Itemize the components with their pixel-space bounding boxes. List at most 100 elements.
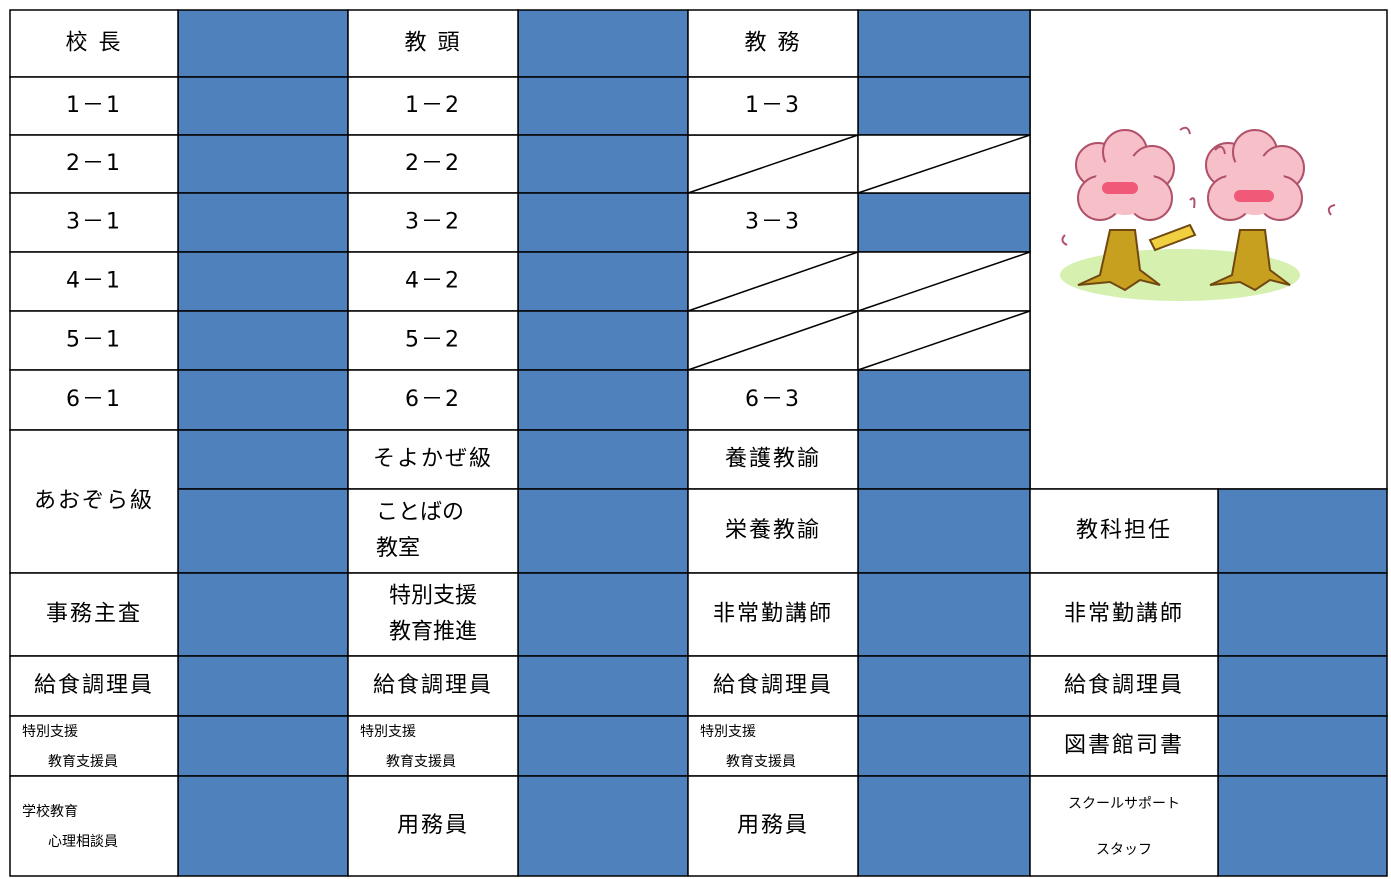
label-cell bbox=[1029, 715, 1219, 777]
label-cell bbox=[9, 134, 179, 194]
label-cell bbox=[347, 429, 519, 490]
cell-label: 給食調理員 bbox=[713, 673, 833, 698]
cell-label: 心理相談員 bbox=[48, 834, 118, 850]
blue-cell bbox=[517, 76, 689, 136]
label-cell bbox=[9, 310, 179, 371]
cell-label: 特別支援 bbox=[22, 724, 78, 740]
label-cell bbox=[687, 655, 859, 717]
cell-label: 6－2 bbox=[405, 387, 461, 412]
blue-cell bbox=[857, 775, 1031, 877]
cell-label: 教育推進 bbox=[389, 620, 477, 645]
label-cell bbox=[687, 429, 859, 490]
cell-label: 非常勤講師 bbox=[713, 602, 833, 627]
blue-cell bbox=[1217, 572, 1388, 657]
blue-cell bbox=[177, 251, 349, 312]
blue-cell bbox=[517, 134, 689, 194]
blue-cell bbox=[1217, 488, 1388, 574]
blue-cell bbox=[517, 775, 689, 877]
diagonal bbox=[687, 134, 859, 194]
blue-cell bbox=[857, 192, 1031, 253]
label-cell bbox=[687, 9, 859, 78]
blue-cell bbox=[177, 429, 349, 490]
blue-cell bbox=[857, 76, 1031, 136]
blue-cell bbox=[517, 655, 689, 717]
cell-label: 給食調理員 bbox=[1064, 673, 1184, 698]
label-cell bbox=[347, 369, 519, 431]
label-cell bbox=[687, 775, 859, 877]
blue-cell bbox=[517, 192, 689, 253]
label-cell bbox=[347, 715, 519, 777]
cell-label: 教室 bbox=[376, 536, 420, 561]
cell-label: 給食調理員 bbox=[373, 673, 493, 698]
cell-label: ことばの bbox=[376, 500, 464, 525]
label-cell bbox=[687, 488, 859, 574]
blue-cell bbox=[857, 369, 1031, 431]
label-cell bbox=[1029, 572, 1219, 657]
diagonal bbox=[687, 310, 859, 371]
cell-label: そよかぜ級 bbox=[373, 447, 493, 472]
blue-cell bbox=[1217, 715, 1388, 777]
blue-cell bbox=[517, 310, 689, 371]
cell-label: 事務主査 bbox=[46, 602, 142, 627]
blue-cell bbox=[857, 715, 1031, 777]
cell-label: 給食調理員 bbox=[34, 673, 154, 698]
cell-label: 3－3 bbox=[745, 210, 801, 235]
blue-cell bbox=[857, 488, 1031, 574]
cell-label: 教科担任 bbox=[1076, 518, 1172, 543]
label-cell bbox=[347, 488, 519, 574]
label-cell bbox=[687, 76, 859, 136]
blue-cell bbox=[857, 429, 1031, 490]
cell-label: 用務員 bbox=[737, 813, 809, 838]
cell-label: 5－2 bbox=[405, 328, 461, 353]
label-cell bbox=[1029, 655, 1219, 717]
diagonal bbox=[857, 310, 1031, 371]
blue-cell bbox=[177, 572, 349, 657]
cell-label: 特別支援 bbox=[700, 724, 756, 740]
cell-label: 養護教諭 bbox=[725, 447, 821, 472]
cell-label: 教 務 bbox=[745, 31, 802, 56]
cell-label: 用務員 bbox=[397, 813, 469, 838]
picture-cell bbox=[1029, 9, 1388, 490]
sakura-illustration bbox=[1060, 126, 1336, 301]
blue-cell bbox=[517, 488, 689, 574]
blue-cell bbox=[177, 192, 349, 253]
diagonal bbox=[687, 251, 859, 312]
cell-label: あおぞら級 bbox=[34, 489, 154, 514]
blue-cell bbox=[177, 76, 349, 136]
cell-label: 校 長 bbox=[66, 31, 123, 56]
blue-cell bbox=[517, 9, 689, 78]
cell-label: 5－1 bbox=[66, 328, 122, 353]
cell-label: スタッフ bbox=[1096, 842, 1152, 858]
label-cell bbox=[1029, 775, 1219, 877]
label-cell bbox=[9, 775, 179, 877]
cell-label: 3－2 bbox=[405, 210, 461, 235]
label-cell bbox=[347, 572, 519, 657]
label-cell bbox=[347, 310, 519, 371]
label-cell bbox=[347, 655, 519, 717]
cell-label: 特別支援 bbox=[360, 724, 416, 740]
blue-cell bbox=[517, 369, 689, 431]
blue-cell bbox=[177, 775, 349, 877]
label-cell bbox=[9, 9, 179, 78]
cell-label: 非常勤講師 bbox=[1064, 602, 1184, 627]
blue-cell bbox=[857, 655, 1031, 717]
label-cell bbox=[9, 429, 179, 574]
diagonal bbox=[857, 134, 1031, 194]
blue-cell bbox=[177, 488, 349, 574]
blue-cell bbox=[857, 9, 1031, 78]
blue-cell bbox=[1217, 775, 1388, 877]
label-cell bbox=[687, 192, 859, 253]
label-cell bbox=[9, 76, 179, 136]
cell-label: 4－2 bbox=[405, 269, 461, 294]
blue-cell bbox=[517, 572, 689, 657]
cell-label: 6－1 bbox=[66, 387, 122, 412]
blue-cell bbox=[177, 134, 349, 194]
cell-label: 図書館司書 bbox=[1064, 733, 1184, 758]
diagonal bbox=[857, 251, 1031, 312]
cell-label: 栄養教諭 bbox=[725, 518, 821, 543]
blue-cell bbox=[517, 715, 689, 777]
blue-cell bbox=[177, 715, 349, 777]
cell-label: スクールサポート bbox=[1068, 796, 1180, 812]
blue-cell bbox=[177, 310, 349, 371]
